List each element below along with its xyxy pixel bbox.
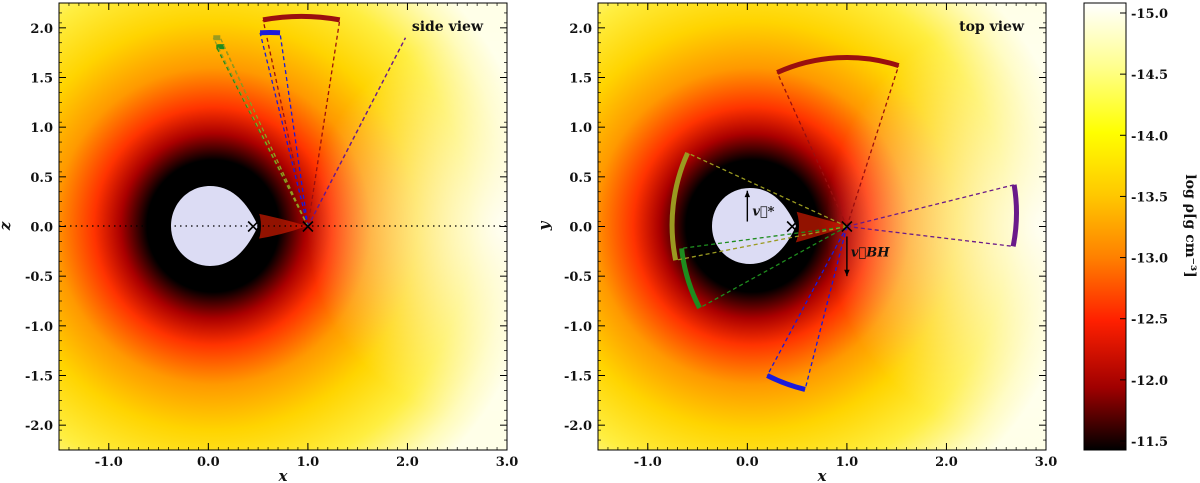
cone-edge-line [259, 32, 309, 227]
colorbar-gradient [1083, 2, 1127, 451]
vectors-right: v⃗* v⃗BH [744, 190, 890, 277]
markers-right [786, 220, 853, 233]
x-tick-label: 1.0 [836, 455, 859, 470]
y-tick-label: 2.0 [569, 22, 592, 37]
cone-edge-line [766, 226, 848, 376]
cone-edge-line [846, 184, 1015, 228]
cone-arc [766, 373, 806, 392]
x-tick-label: 0.0 [197, 455, 220, 470]
y-tick-label: -1.5 [564, 370, 592, 385]
markers-left [247, 220, 314, 233]
y-tick-label: -0.5 [564, 270, 592, 285]
x-tick-label: 2.0 [396, 455, 419, 470]
cone-edge-line [687, 152, 848, 228]
velocity-label: v⃗BH [851, 245, 890, 260]
y-tick-label: 2.0 [30, 22, 53, 37]
cone-edge-line [776, 72, 848, 227]
cross-marker [786, 220, 798, 233]
cone-edge-line [804, 226, 848, 390]
y-tick-label: -1.5 [25, 370, 53, 385]
y-axis-label-right: y [535, 220, 553, 231]
x-axis-label-right: x [817, 467, 828, 483]
y-tick-label: -2.0 [564, 419, 592, 434]
y-tick-label: 0.0 [30, 221, 53, 236]
cones-right [669, 54, 1019, 392]
y-tick-label: 1.5 [30, 72, 53, 87]
cone-edge-line [846, 65, 900, 227]
star-core-right [712, 188, 796, 264]
x-tick-label: 2.0 [935, 455, 958, 470]
ticks-left: -1.0 0.0 1.0 2.0 3.0 -2.0 -1.5 -1.0 -0.5 0.0 0.5 1.… [25, 2, 519, 470]
colorbar-tick-label: -14.5 [1131, 68, 1168, 83]
y-tick-label: 1.0 [30, 121, 53, 136]
colorbar-tick-label: -12.0 [1131, 374, 1168, 389]
y-tick-label: 1.5 [569, 72, 592, 87]
velocity-arrow-head [744, 190, 751, 198]
y-tick-label: -1.0 [564, 320, 592, 335]
cone-edge-line [262, 19, 309, 227]
cone-edge-line [212, 37, 309, 227]
panel-side-view: -1.0 0.0 1.0 2.0 3.0 -2.0 -1.5 -1.0 -0.5 0.0 0.5 1.… [0, 2, 519, 483]
x-axis-label-left: x [278, 467, 289, 483]
x-tick-label: 3.0 [496, 455, 519, 470]
x-tick-label: -1.0 [95, 455, 123, 470]
cross-marker [841, 220, 853, 233]
ticks-right: -1.0 0.0 1.0 2.0 3.0 -2.0 -1.5 -1.0 -0.5 0.0 0.5 1.… [564, 2, 1058, 470]
y-tick-label: 0.5 [569, 171, 592, 186]
x-tick-label: -1.0 [634, 455, 662, 470]
colorbar-tick-label: -14.0 [1131, 129, 1168, 144]
y-tick-label: 1.0 [569, 121, 592, 136]
x-tick-label: 0.0 [736, 455, 759, 470]
y-tick-label: -0.5 [25, 270, 53, 285]
x-tick-label: 3.0 [1035, 455, 1058, 470]
cone-edge-line [675, 225, 848, 261]
y-tick-label: 0.5 [30, 171, 53, 186]
x-tick-label: 1.0 [297, 455, 320, 470]
colorbar-tick-label: -15.0 [1131, 7, 1168, 22]
cone-arc [262, 13, 341, 23]
view-label-right: top view [959, 19, 1025, 35]
cone-arc [776, 54, 900, 75]
colorbar-tick-label: -13.0 [1131, 252, 1168, 267]
cone-edge-line [279, 32, 309, 227]
cross-marker [302, 220, 314, 233]
cone-arc [1010, 184, 1019, 247]
colorbar: -15.0 -14.5 -14.0 -13.5 -13.0 -12.5 -12.0 -11.5… [1083, 2, 1198, 451]
velocity-arrow-head [844, 269, 850, 277]
cone-arc [679, 248, 702, 310]
cone-edge-line [307, 37, 407, 227]
view-label-left: side view [412, 19, 484, 35]
colorbar-tick-label: -13.5 [1131, 190, 1168, 205]
cones-left [212, 13, 407, 227]
panel-top-view: v⃗* v⃗BH -1.0 0.0 1.0 2.0 3.0 -2.0 -1.5 -1.0 -0.5… [535, 2, 1058, 483]
cone-arc [669, 151, 690, 261]
y-tick-label: -2.0 [25, 419, 53, 434]
colorbar-label: log ρ[g cm⁻³] [1182, 174, 1198, 277]
cone-edge-line [699, 225, 848, 309]
y-tick-label: 0.0 [569, 221, 592, 236]
accretion-stream-left [250, 212, 307, 240]
cone-edge-line [215, 46, 309, 227]
colorbar-ticks: -15.0 -14.5 -14.0 -13.5 -13.0 -12.5 -12.0 -11.5 [1120, 7, 1168, 450]
velocity-label: v⃗* [752, 205, 774, 220]
colorbar-tick-label: -12.5 [1131, 313, 1168, 328]
cross-marker [247, 220, 259, 233]
y-tick-label: -1.0 [25, 320, 53, 335]
y-axis-label-left: z [0, 221, 14, 231]
colorbar-tick-label: -11.5 [1131, 435, 1168, 450]
